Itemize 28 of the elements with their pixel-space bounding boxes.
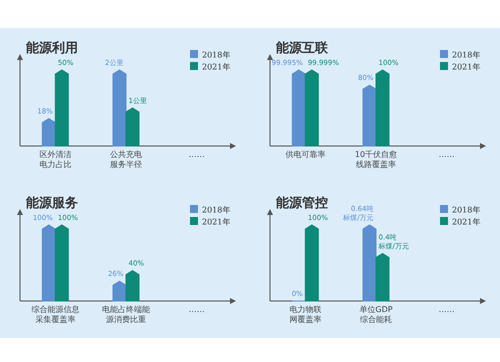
legend-label: 2018年 [202, 50, 230, 60]
x-tick-label: 公共充电服务半径 [110, 150, 142, 169]
legend-label: 2021年 [202, 62, 230, 72]
legend-label: 2021年 [202, 218, 230, 226]
x-tick-label: 电力物联网覆盖率 [289, 305, 322, 324]
x-tick-label: …… [438, 305, 455, 314]
x-tick-label: …… [188, 305, 205, 314]
x-tick-label: 电能占终端能源消费比重 [102, 305, 150, 324]
legend-label: 2018年 [452, 50, 480, 60]
bar [292, 70, 306, 146]
legend-label: 2018年 [452, 206, 480, 214]
x-tick-label: 区外清洁电力占比 [39, 150, 72, 169]
x-tick-label: 10千伏自愈线路覆盖率 [354, 150, 398, 169]
bar [362, 84, 376, 146]
chart-title: 能源管控 [276, 195, 328, 211]
legend-label: 2021年 [452, 62, 480, 72]
legend-label: 2018年 [202, 206, 230, 214]
x-tick-label: 供电可靠率 [285, 150, 326, 159]
bar [376, 70, 390, 146]
bar [304, 70, 319, 146]
x-tick-label: …… [438, 150, 455, 159]
chart-title: 能源服务 [26, 195, 78, 211]
x-tick-label: 综合能源信息采集覆盖率 [31, 305, 80, 324]
x-tick-label: 单位GDP综合能耗 [359, 305, 393, 324]
x-tick-label: …… [188, 150, 205, 159]
chart-title: 能源互联 [276, 40, 329, 56]
legend-label: 2021年 [452, 218, 480, 226]
chart-title: 能源利用 [26, 40, 78, 56]
